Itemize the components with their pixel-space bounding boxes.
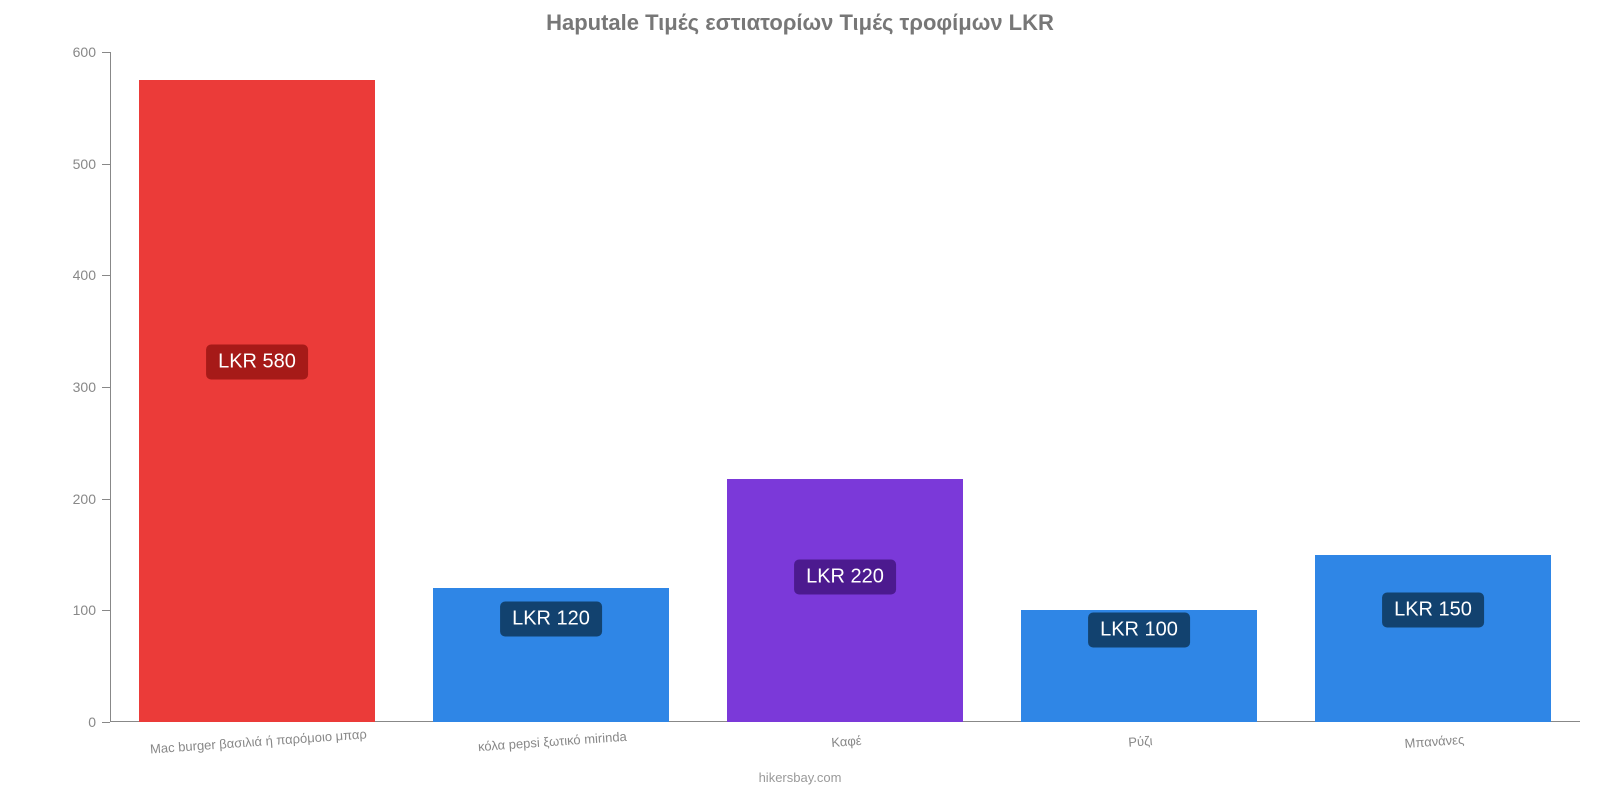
y-tick-label: 600: [73, 44, 110, 60]
bar-value-label: LKR 120: [500, 602, 602, 637]
y-tick-label: 300: [73, 379, 110, 395]
bar: [727, 479, 962, 722]
y-axis-line: [110, 52, 111, 722]
x-tick-label: Καφέ: [830, 721, 862, 750]
bar-value-label: LKR 220: [794, 559, 896, 594]
x-tick-label: Ρύζι: [1127, 721, 1153, 750]
bar: [139, 80, 374, 722]
chart-title: Haputale Τιμές εστιατορίων Τιμές τροφίμω…: [0, 10, 1600, 36]
price-bar-chart: Haputale Τιμές εστιατορίων Τιμές τροφίμω…: [0, 0, 1600, 800]
y-tick-label: 400: [73, 267, 110, 283]
bar-value-label: LKR 100: [1088, 613, 1190, 648]
y-tick-label: 200: [73, 491, 110, 507]
bar: [1315, 555, 1550, 723]
plot-area: 0100200300400500600LKR 580Mac burger βασ…: [110, 52, 1580, 722]
bar-value-label: LKR 150: [1382, 593, 1484, 628]
bar-value-label: LKR 580: [206, 345, 308, 380]
y-tick-label: 0: [88, 714, 110, 730]
attribution-text: hikersbay.com: [0, 770, 1600, 785]
y-tick-label: 500: [73, 156, 110, 172]
x-tick-label: Μπανάνες: [1403, 720, 1464, 751]
x-tick-label: κόλα pepsi ξωτικό mirinda: [477, 717, 628, 754]
y-tick-label: 100: [73, 602, 110, 618]
